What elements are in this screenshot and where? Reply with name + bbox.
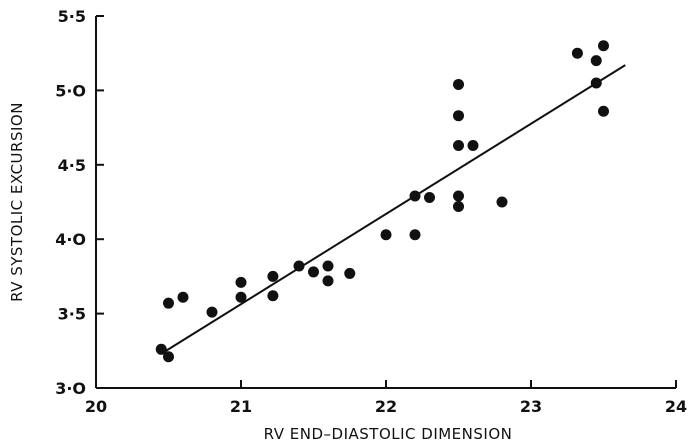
data-point xyxy=(409,190,421,202)
data-point xyxy=(267,290,279,302)
regression-line-layer xyxy=(160,64,626,355)
data-point xyxy=(206,306,218,318)
data-point xyxy=(453,190,464,202)
data-point xyxy=(308,266,319,278)
data-point xyxy=(467,139,479,151)
x-tick-label: 22 xyxy=(375,397,397,416)
data-point xyxy=(590,77,602,89)
y-tick-label: 4·5 xyxy=(58,156,86,175)
data-point xyxy=(322,260,334,272)
y-tick-label: 5·5 xyxy=(58,7,86,26)
x-tick-label: 21 xyxy=(230,397,252,416)
data-point xyxy=(496,196,508,208)
data-point xyxy=(344,267,356,279)
x-tick-label: 24 xyxy=(665,397,687,416)
x-axis-title: RV END–DIASTOLIC DIMENSION xyxy=(264,425,513,443)
x-tick-label: 20 xyxy=(85,397,107,416)
data-point xyxy=(235,276,247,288)
regression-line xyxy=(160,64,626,355)
y-tick-label: 3·5 xyxy=(58,305,86,324)
x-tick-label: 23 xyxy=(520,397,542,416)
data-point xyxy=(424,192,435,204)
data-point xyxy=(598,40,609,52)
data-point xyxy=(453,78,464,90)
data-point xyxy=(453,139,464,151)
data-point xyxy=(409,229,421,241)
y-axis-title: RV SYSTOLIC EXCURSION xyxy=(8,102,26,302)
data-point xyxy=(380,229,392,241)
y-tick-label: 3·O xyxy=(55,379,86,398)
data-point xyxy=(177,291,189,303)
data-point xyxy=(235,291,247,303)
data-point xyxy=(453,110,464,122)
data-point xyxy=(571,47,583,59)
data-point xyxy=(293,260,305,272)
axes xyxy=(95,16,676,389)
data-point xyxy=(590,55,602,67)
data-point xyxy=(155,343,167,355)
y-tick-label: 5·O xyxy=(55,81,86,100)
data-point xyxy=(453,200,464,212)
y-tick-label: 4·O xyxy=(55,230,86,249)
data-point xyxy=(163,297,174,309)
data-point xyxy=(163,351,174,363)
data-point xyxy=(267,270,279,282)
data-point xyxy=(598,105,609,117)
data-point xyxy=(322,275,334,287)
ticks: 20 21 22 23 24 3·O 3·5 4·O 4·5 5·O 5·5 xyxy=(55,7,687,416)
data-points xyxy=(155,40,609,363)
